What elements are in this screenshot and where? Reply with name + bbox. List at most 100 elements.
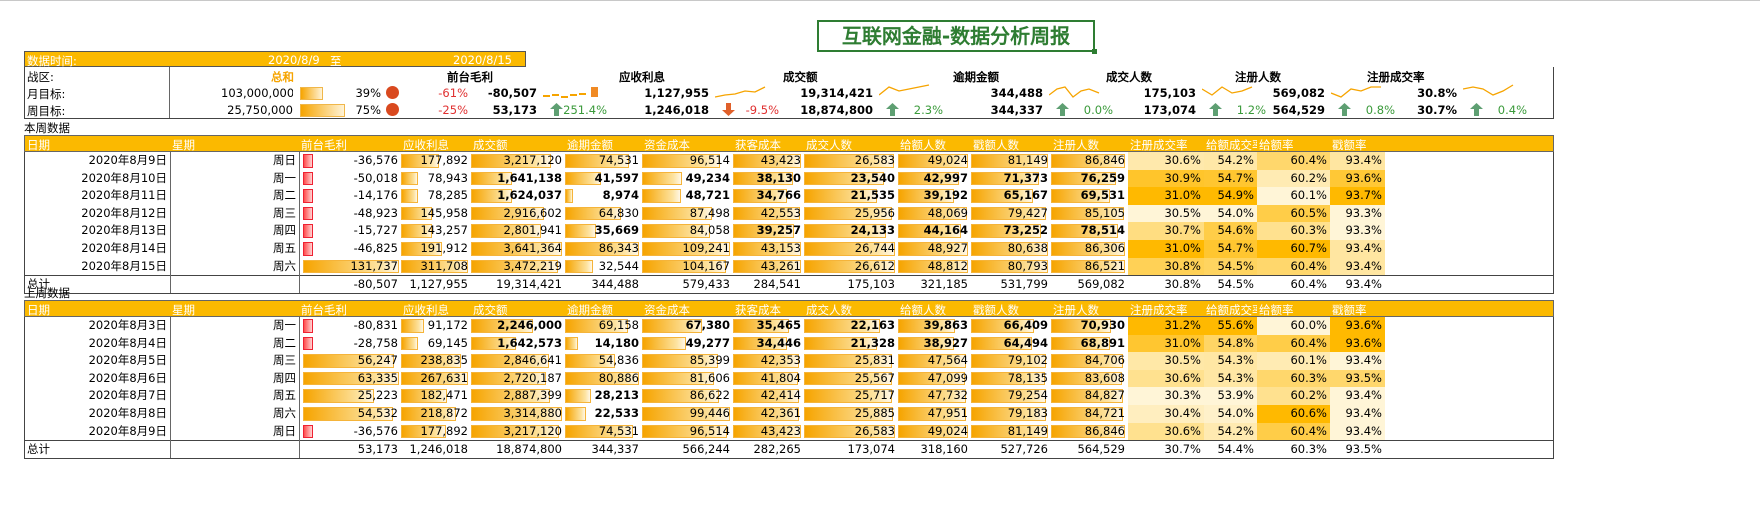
table-cell: 30.6% (1128, 369, 1204, 388)
table-cell: 267,631 (401, 370, 471, 388)
cell-value: 2020年8月9日 (88, 153, 167, 167)
cell-value: 78,943 (427, 170, 468, 185)
this-week-table: 2020年8月9日 周日 -36,576 177,892 3,217,120 74,531… (24, 152, 1554, 294)
table-cell: 71,373 (971, 170, 1051, 188)
table-cell: 54.0% (1204, 404, 1257, 423)
cell-value: 35,465 (756, 318, 801, 332)
cell-value: 85,105 (1084, 205, 1125, 220)
cell-value: 30.4% (1164, 405, 1201, 420)
arrow-up-icon (886, 103, 900, 117)
table-cell: -80,831 (299, 317, 401, 335)
kpi-change: 0.8% (1365, 103, 1395, 117)
kpi-label: 前台毛利 (447, 70, 493, 84)
month-progress-bar (300, 87, 324, 100)
column-header: 给额成交率 (1206, 303, 1257, 317)
cell-value: 71,373 (1003, 170, 1048, 185)
table-cell: 93.5% (1330, 369, 1385, 388)
cell-value: 54.0% (1217, 405, 1254, 420)
cell-value: 22,533 (594, 405, 639, 420)
cell-value: 78,285 (427, 188, 468, 203)
table-cell: 54,836 (565, 352, 642, 370)
cell-value: 64,494 (1003, 335, 1048, 350)
table-cell: 2020年8月10日 (25, 170, 170, 188)
total-cell: 53,173 (357, 442, 398, 457)
cell-value: 70,930 (1080, 318, 1125, 332)
total-cell (170, 441, 299, 458)
table-cell: 81,149 (971, 152, 1051, 170)
column-header: 日期 (27, 138, 50, 152)
kpi-last-week: 30.7% (1417, 103, 1457, 117)
table-cell: 79,254 (971, 387, 1051, 405)
cell-value: 78,135 (1007, 370, 1048, 385)
cell-value: 93.6% (1345, 318, 1382, 332)
table-cell: 49,024 (898, 152, 971, 170)
cell-value: 54,836 (598, 353, 639, 368)
kpi-last-week: 564,529 (1272, 103, 1325, 117)
table-cell: 2020年8月4日 (25, 335, 170, 353)
column-header: 获客成本 (735, 138, 781, 152)
cell-value: 49,024 (927, 153, 968, 167)
table-cell: 25,717 (804, 387, 898, 405)
kpi-change: 251.4% (563, 103, 607, 117)
cell-value: 21,535 (850, 188, 895, 203)
table-cell: 26,612 (804, 258, 898, 276)
cell-value: 84,721 (1084, 405, 1125, 420)
cell-value: 49,277 (685, 335, 730, 350)
cell-value: 87,498 (689, 205, 730, 220)
cell-value: 74,531 (598, 153, 639, 167)
cell-value: 69,158 (598, 318, 639, 332)
status-dot-icon (386, 85, 399, 99)
kpi-label: 注册成交率 (1367, 70, 1425, 84)
table-cell: 86,343 (565, 240, 642, 258)
cell-value: 238,835 (420, 353, 468, 368)
table-cell: 93.6% (1330, 334, 1385, 353)
cell-value: -28,758 (353, 335, 398, 350)
table-cell: 周五 (170, 387, 299, 405)
cell-value: 91,172 (427, 318, 468, 332)
cell-value: 47,951 (927, 405, 968, 420)
cell-value: 79,183 (1007, 405, 1048, 420)
cell-value: 68,891 (1080, 335, 1125, 350)
table-cell: 30.5% (1128, 204, 1204, 223)
sparkline (715, 83, 771, 101)
table-cell: 63,335 (299, 370, 401, 388)
cell-value: 131,737 (350, 258, 398, 273)
cell-value: 84,058 (689, 223, 730, 238)
column-header: 逾期金额 (567, 138, 613, 152)
column-header: 获客成本 (735, 303, 781, 317)
week-pct: 75% (355, 103, 381, 117)
total-row: 总计 -80,507 1,127,955 19,314,421 344,488 579,4… (25, 275, 1553, 293)
cell-value: 60.6% (1290, 405, 1327, 420)
sparkline (1202, 83, 1258, 101)
cell-value: 3,314,880 (503, 405, 562, 420)
cell-value: 143,257 (420, 223, 468, 238)
cell-value: 73,252 (1003, 223, 1048, 238)
table-cell: 2020年8月9日 (25, 152, 170, 170)
table-cell: 54.7% (1204, 239, 1257, 258)
cell-value: 26,612 (854, 258, 895, 273)
table-cell: 2020年8月12日 (25, 205, 170, 223)
cell-value: 93.4% (1345, 388, 1382, 403)
column-header: 逾期金额 (567, 303, 613, 317)
table-cell: 21,328 (804, 335, 898, 353)
table-cell: 2,887,399 (471, 387, 565, 405)
total-cell: 284,541 (753, 277, 801, 292)
cell-value: 49,024 (927, 423, 968, 438)
cell-value: 80,793 (1007, 258, 1048, 273)
cell-value: 86,622 (689, 388, 730, 403)
cell-value: 31.0% (1164, 335, 1201, 350)
cell-value: 67,380 (685, 318, 730, 332)
column-header: 星期 (172, 138, 195, 152)
table-cell: -15,727 (299, 222, 401, 240)
table-cell: 54.2% (1204, 152, 1257, 170)
table-cell: 86,622 (642, 387, 733, 405)
table-cell: 96,514 (642, 423, 733, 441)
cell-value: 54,532 (357, 405, 398, 420)
table-cell: 81,149 (971, 423, 1051, 441)
column-header: 给额成交率 (1206, 138, 1257, 152)
table-cell: 43,261 (733, 258, 804, 276)
table-cell: 76,259 (1051, 170, 1128, 188)
cell-value: 86,846 (1084, 423, 1125, 438)
kpi-last-week: 18,874,800 (800, 103, 873, 117)
cell-value: 93.3% (1345, 205, 1382, 220)
